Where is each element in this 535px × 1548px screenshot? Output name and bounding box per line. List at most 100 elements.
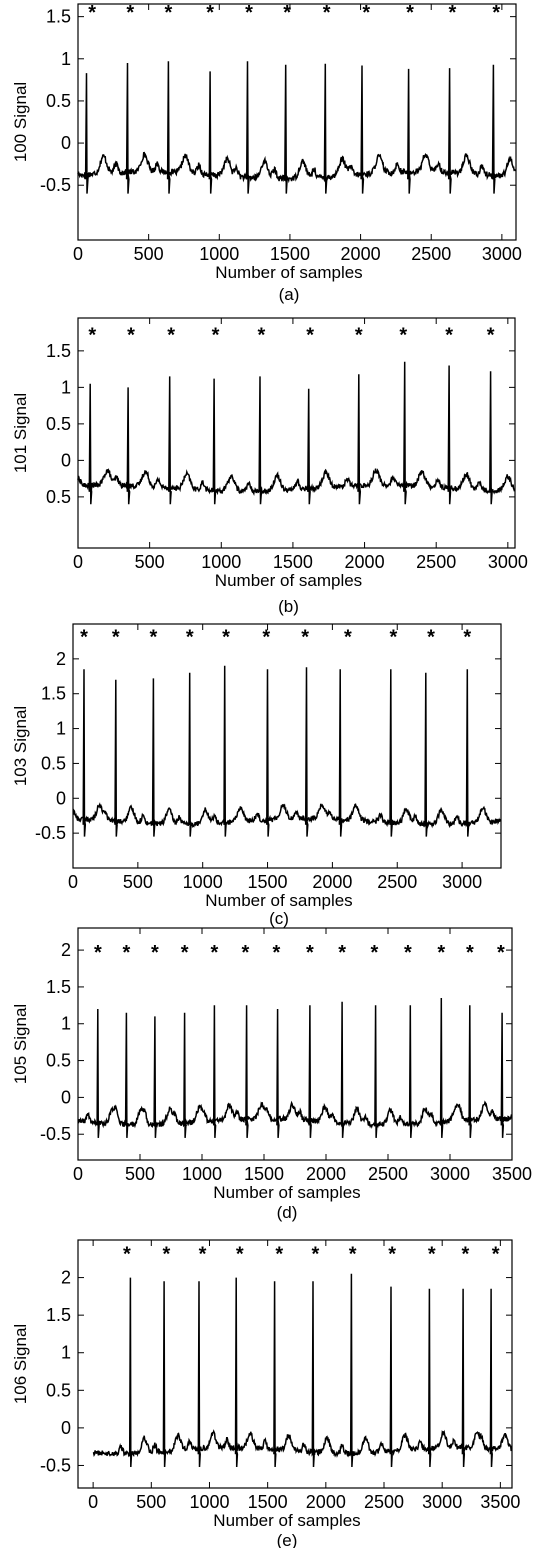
peak-marker: * — [349, 1243, 357, 1265]
peak-marker: * — [242, 942, 250, 964]
x-tick-label: 500 — [123, 872, 153, 892]
x-tick-label: 1500 — [248, 872, 288, 892]
x-tick-label: 500 — [134, 244, 164, 264]
peak-marker: * — [212, 325, 220, 347]
x-axis-label: Number of samples — [213, 1511, 360, 1530]
x-tick-label: 0 — [73, 1164, 83, 1184]
x-tick-label: 3000 — [488, 552, 528, 572]
plot-frame — [77, 317, 516, 549]
peak-marker: * — [370, 942, 378, 964]
x-tick-label: 2500 — [377, 872, 417, 892]
peak-marker: * — [88, 2, 96, 24]
peak-marker: * — [428, 1243, 436, 1265]
peak-marker: * — [492, 2, 500, 24]
plot-frame — [77, 1239, 513, 1489]
peak-marker: * — [80, 626, 88, 648]
peak-marker: * — [404, 942, 412, 964]
y-tick-label: 1 — [56, 719, 66, 739]
y-tick-label: 0.5 — [46, 91, 71, 111]
peak-marker: * — [427, 626, 435, 648]
peak-marker: * — [338, 942, 346, 964]
x-tick-label: 500 — [125, 1164, 155, 1184]
peak-marker: * — [236, 1243, 244, 1265]
y-tick-label: 1 — [61, 1014, 71, 1034]
peak-marker: * — [112, 626, 120, 648]
peak-marker: * — [399, 325, 407, 347]
x-tick-label: 500 — [136, 1492, 166, 1512]
peak-marker: * — [445, 325, 453, 347]
peak-marker: * — [362, 2, 370, 24]
x-tick-label: 2000 — [306, 1164, 346, 1184]
y-tick-label: 1 — [61, 1343, 71, 1363]
peak-marker: * — [462, 1243, 470, 1265]
x-tick-label: 1000 — [183, 872, 223, 892]
panel-caption: (d) — [277, 1203, 298, 1222]
x-tick-label: 3000 — [430, 1164, 470, 1184]
y-tick-label: 2 — [61, 1268, 71, 1288]
plot-frame — [77, 927, 513, 1161]
peak-marker: * — [497, 942, 505, 964]
peak-marker: * — [311, 1243, 319, 1265]
x-tick-label: 2000 — [345, 552, 385, 572]
y-tick-label: 2 — [56, 649, 66, 669]
peak-marker: * — [127, 325, 135, 347]
x-tick-label: 1000 — [201, 552, 241, 572]
peak-marker: * — [273, 942, 281, 964]
signal-line — [77, 361, 516, 505]
y-tick-label: 0.5 — [46, 1380, 71, 1400]
x-tick-label: 0 — [68, 872, 78, 892]
x-tick-label: 1500 — [273, 552, 313, 572]
x-tick-label: 1000 — [189, 1492, 229, 1512]
y-tick-label: 0.5 — [46, 1051, 71, 1071]
x-tick-label: 1500 — [270, 244, 310, 264]
x-tick-label: 3000 — [422, 1492, 462, 1512]
plot-frame — [77, 3, 517, 241]
peak-marker: * — [492, 1243, 500, 1265]
peak-marker: * — [150, 626, 158, 648]
x-tick-label: 3000 — [442, 872, 482, 892]
x-tick-label: 0 — [73, 244, 83, 264]
peak-marker: * — [388, 1243, 396, 1265]
peak-marker: * — [206, 2, 214, 24]
y-tick-label: 0 — [61, 1087, 71, 1107]
x-tick-label: 3000 — [482, 244, 522, 264]
y-tick-label: 0 — [61, 1418, 71, 1438]
peak-marker: * — [463, 626, 471, 648]
y-axis-label: 101 Signal — [11, 393, 30, 473]
peak-marker: * — [222, 626, 230, 648]
y-tick-label: -0.5 — [35, 823, 66, 843]
y-axis-label: 100 Signal — [11, 82, 30, 162]
x-tick-label: 2500 — [368, 1164, 408, 1184]
y-tick-label: 0.5 — [41, 753, 66, 773]
y-tick-label: 1 — [61, 377, 71, 397]
peak-marker: * — [406, 2, 414, 24]
x-tick-label: 3500 — [480, 1492, 520, 1512]
y-tick-label: 1.5 — [46, 341, 71, 361]
x-tick-label: 2500 — [411, 244, 451, 264]
peak-marker: * — [389, 626, 397, 648]
y-tick-label: 0.5 — [46, 414, 71, 434]
x-tick-label: 0 — [73, 552, 83, 572]
peak-marker: * — [167, 325, 175, 347]
y-axis-label: 105 Signal — [11, 1004, 30, 1084]
panel-caption: (e) — [277, 1531, 298, 1548]
signal-line — [92, 1273, 512, 1468]
x-axis-label: Number of samples — [215, 263, 362, 282]
peak-marker: * — [355, 325, 363, 347]
peak-marker: * — [487, 325, 495, 347]
peak-marker: * — [283, 2, 291, 24]
y-tick-label: 0.5 — [46, 487, 71, 507]
y-tick-label: 2 — [61, 940, 71, 960]
signal-line — [77, 61, 517, 194]
x-tick-label: 1500 — [248, 1492, 288, 1512]
plot-frame — [72, 623, 502, 869]
panel-caption: (c) — [269, 909, 289, 928]
chart-panel: * * * * * * * * * * *0 500 1000 1500 2000 2500 30001.510… — [11, 2, 522, 304]
y-tick-label: -0.5 — [40, 1124, 71, 1144]
peak-marker: * — [301, 626, 309, 648]
peak-marker: * — [211, 942, 219, 964]
x-axis-label: Number of samples — [213, 1183, 360, 1202]
peak-marker: * — [186, 626, 194, 648]
peak-marker: * — [122, 942, 130, 964]
